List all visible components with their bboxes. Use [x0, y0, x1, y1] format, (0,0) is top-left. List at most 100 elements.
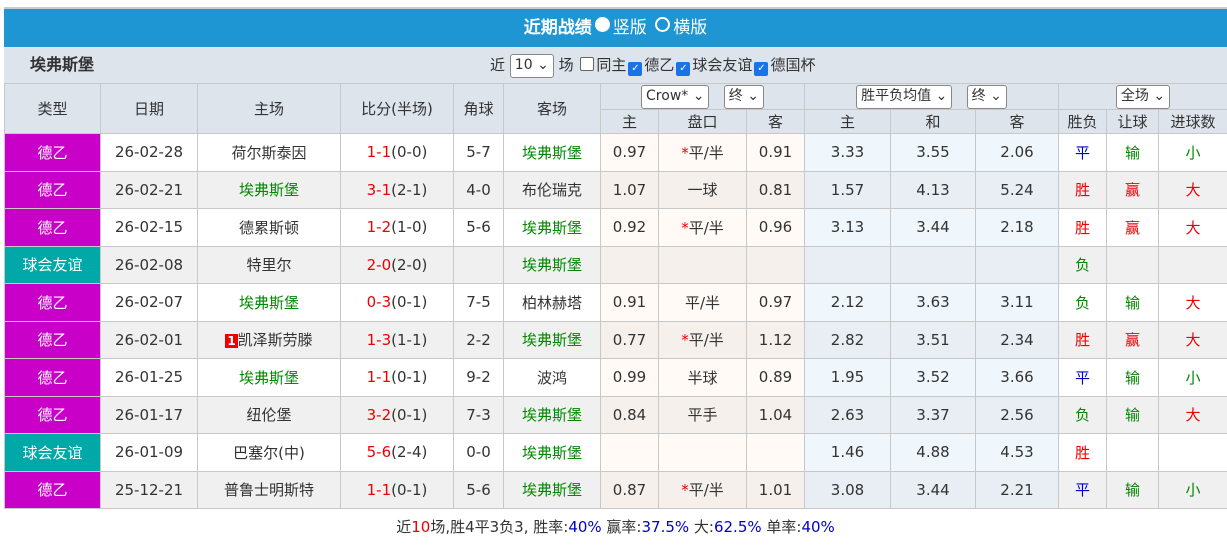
league-cell[interactable]: 德乙 [5, 209, 101, 247]
away-team[interactable]: 埃弗斯堡 [504, 321, 601, 359]
home-team[interactable]: 纽伦堡 [198, 396, 341, 434]
radio-horizontal-label[interactable]: 横版 [673, 18, 707, 38]
away-team[interactable]: 埃弗斯堡 [504, 434, 601, 472]
home-team[interactable]: 埃弗斯堡 [198, 284, 341, 322]
table-row[interactable]: 德乙 26-02-15 德累斯顿 1-2(1-0) 5-6 埃弗斯堡 0.92 … [5, 209, 1227, 247]
away-team[interactable]: 布伦瑞克 [504, 171, 601, 209]
handicap-line: 平/半 [689, 219, 724, 237]
score-cell[interactable]: 1-2(1-0) [341, 209, 454, 247]
score-cell[interactable]: 0-3(0-1) [341, 284, 454, 322]
odds-away [747, 434, 805, 472]
score-cell[interactable]: 3-2(0-1) [341, 396, 454, 434]
score-cell[interactable]: 2-0(2-0) [341, 246, 454, 284]
result-cell: 负 [1059, 396, 1107, 434]
table-row[interactable]: 球会友谊 26-01-09 巴塞尔(中) 5-6(2-4) 0-0 埃弗斯堡 1… [5, 434, 1227, 472]
corner-cell: 7-3 [454, 396, 504, 434]
half-time-score: (0-1) [391, 406, 427, 424]
results-table: 类型 日期 主场 比分(半场) 角球 客场 Crow* ⌄ 终 ⌄ 胜平负均值 … [4, 83, 1227, 509]
table-row[interactable]: 球会友谊 26-02-08 特里尔 2-0(2-0) 埃弗斯堡 负 [5, 246, 1227, 284]
away-team[interactable]: 柏林赫塔 [504, 284, 601, 322]
radio-vertical[interactable] [595, 17, 610, 32]
score-cell[interactable]: 1-1(0-1) [341, 359, 454, 397]
avg-home: 1.57 [805, 171, 891, 209]
away-team[interactable]: 埃弗斯堡 [504, 396, 601, 434]
table-row[interactable]: 德乙 26-02-07 埃弗斯堡 0-3(0-1) 7-5 柏林赫塔 0.91 … [5, 284, 1227, 322]
league-cell[interactable]: 球会友谊 [5, 246, 101, 284]
league-cell[interactable]: 德乙 [5, 321, 101, 359]
result-cell: 平 [1059, 134, 1107, 172]
avg-type-select[interactable]: 胜平负均值 ⌄ [856, 85, 952, 109]
odds-away: 0.96 [747, 209, 805, 247]
league-cell[interactable]: 德乙 [5, 284, 101, 322]
half-time-score: (0-1) [391, 481, 427, 499]
away-team[interactable]: 埃弗斯堡 [504, 209, 601, 247]
league-checkbox-friendly[interactable]: ✓ [676, 62, 690, 76]
table-row[interactable]: 德乙 26-01-25 埃弗斯堡 1-1(0-1) 9-2 波鸿 0.99 半球… [5, 359, 1227, 397]
summary-text: 大: [689, 518, 714, 536]
avg-away: 4.53 [976, 434, 1059, 472]
away-team[interactable]: 埃弗斯堡 [504, 134, 601, 172]
home-team[interactable]: 普鲁士明斯特 [198, 471, 341, 509]
away-team[interactable]: 埃弗斯堡 [504, 246, 601, 284]
score-cell[interactable]: 1-3(1-1) [341, 321, 454, 359]
league-cell[interactable]: 德乙 [5, 359, 101, 397]
score-cell[interactable]: 3-1(2-1) [341, 171, 454, 209]
league-cell[interactable]: 球会友谊 [5, 434, 101, 472]
home-team[interactable]: 埃弗斯堡 [198, 171, 341, 209]
odds-company-select[interactable]: Crow* ⌄ [641, 85, 709, 109]
cover-rate: 37.5% [641, 518, 689, 536]
same-home-checkbox[interactable] [580, 57, 594, 71]
home-team[interactable]: 埃弗斯堡 [198, 359, 341, 397]
over-under-result: 小 [1159, 471, 1227, 509]
home-team[interactable]: 德累斯顿 [198, 209, 341, 247]
league-label: 德国杯 [770, 56, 815, 74]
radio-vertical-label[interactable]: 竖版 [613, 18, 647, 38]
score-cell[interactable]: 5-6(2-4) [341, 434, 454, 472]
league-cell[interactable]: 德乙 [5, 134, 101, 172]
table-row[interactable]: 德乙 26-01-17 纽伦堡 3-2(0-1) 7-3 埃弗斯堡 0.84 平… [5, 396, 1227, 434]
table-row[interactable]: 德乙 26-02-28 荷尔斯泰因 1-1(0-0) 5-7 埃弗斯堡 0.97… [5, 134, 1227, 172]
league-checkbox-dy[interactable]: ✓ [628, 62, 642, 76]
full-time-score: 1-1 [367, 481, 392, 499]
full-time-score: 1-3 [367, 331, 392, 349]
date-cell: 26-01-09 [101, 434, 198, 472]
home-team[interactable]: 特里尔 [198, 246, 341, 284]
date-cell: 26-02-21 [101, 171, 198, 209]
home-team-name: 德累斯顿 [239, 219, 299, 237]
league-cell[interactable]: 德乙 [5, 171, 101, 209]
avg-draw: 3.44 [891, 209, 976, 247]
recent-form-panel: 近期战绩竖版 横版 埃弗斯堡 近 10 ⌄ 场 同主✓德乙✓球会友谊✓德国杯 类… [4, 7, 1227, 546]
date-cell: 26-02-01 [101, 321, 198, 359]
result-cell: 平 [1059, 471, 1107, 509]
corner-cell: 0-0 [454, 434, 504, 472]
corner-cell [454, 246, 504, 284]
league-checkbox-cup[interactable]: ✓ [754, 62, 768, 76]
unit-label: 场 [559, 56, 574, 74]
table-row[interactable]: 德乙 26-02-21 埃弗斯堡 3-1(2-1) 4-0 布伦瑞克 1.07 … [5, 171, 1227, 209]
corner-cell: 5-6 [454, 209, 504, 247]
avg-away [976, 246, 1059, 284]
away-team[interactable]: 埃弗斯堡 [504, 471, 601, 509]
match-count-select[interactable]: 10 ⌄ [510, 54, 554, 78]
score-cell[interactable]: 1-1(0-0) [341, 134, 454, 172]
odds-away: 0.89 [747, 359, 805, 397]
avg-phase-select[interactable]: 终 ⌄ [967, 85, 1007, 109]
home-team[interactable]: 巴塞尔(中) [198, 434, 341, 472]
handicap-cell: 平/半 [659, 284, 747, 322]
score-cell[interactable]: 1-1(0-1) [341, 471, 454, 509]
league-cell[interactable]: 德乙 [5, 396, 101, 434]
odds-phase-select[interactable]: 终 ⌄ [724, 85, 764, 109]
scope-select[interactable]: 全场 ⌄ [1116, 85, 1170, 109]
handicap-cell: 一球 [659, 171, 747, 209]
odds-away: 0.97 [747, 284, 805, 322]
away-team[interactable]: 波鸿 [504, 359, 601, 397]
home-team[interactable]: 荷尔斯泰因 [198, 134, 341, 172]
col-type: 类型 [5, 84, 101, 134]
table-row[interactable]: 德乙 25-12-21 普鲁士明斯特 1-1(0-1) 5-6 埃弗斯堡 0.8… [5, 471, 1227, 509]
radio-horizontal[interactable] [655, 17, 670, 32]
league-cell[interactable]: 德乙 [5, 471, 101, 509]
avg-home: 2.63 [805, 396, 891, 434]
home-team-name: 特里尔 [246, 256, 291, 274]
